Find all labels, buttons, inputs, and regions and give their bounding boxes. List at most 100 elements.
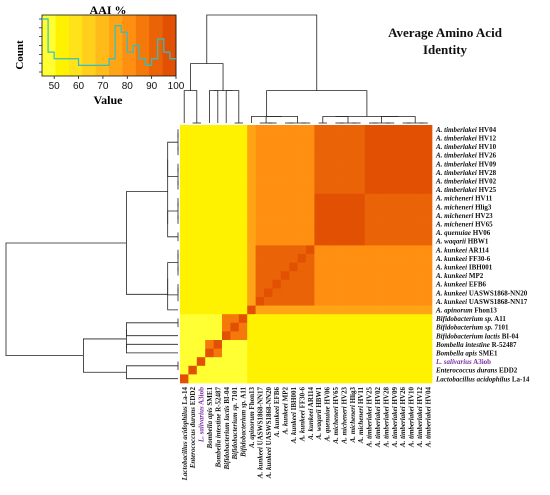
heatmap-cell bbox=[390, 331, 399, 341]
heatmap-cell bbox=[222, 211, 231, 220]
heatmap-cell bbox=[373, 150, 382, 160]
heatmap-cell bbox=[348, 236, 357, 246]
heatmap-cell bbox=[238, 365, 248, 375]
color-key-bin bbox=[68, 15, 83, 76]
heatmap-cell bbox=[356, 365, 366, 375]
heatmap-cell bbox=[230, 185, 240, 195]
heatmap-cell bbox=[339, 374, 349, 384]
heatmap-cell bbox=[247, 297, 256, 306]
heatmap-cell bbox=[331, 254, 340, 263]
row-label-taxon: A. kunkeei bbox=[435, 298, 467, 306]
heatmap-cell bbox=[255, 193, 265, 203]
heatmap-cell bbox=[205, 314, 214, 324]
heatmap-cell bbox=[423, 142, 433, 152]
heatmap-cell bbox=[314, 254, 324, 263]
heatmap-cell bbox=[188, 279, 198, 289]
heatmap-cell bbox=[255, 168, 265, 177]
heatmap-cell bbox=[289, 168, 298, 177]
row-label-strain: HV26 bbox=[477, 152, 497, 160]
row-label: A. kunkeei IBH001 bbox=[435, 264, 493, 272]
heatmap-cell bbox=[180, 305, 189, 315]
heatmap-cell bbox=[398, 305, 408, 315]
heatmap-cell bbox=[205, 245, 214, 255]
heatmap-cell bbox=[247, 150, 256, 160]
row-label-taxon: A. quenuiae bbox=[435, 229, 471, 237]
heatmap-cell bbox=[364, 150, 374, 160]
heatmap-cell bbox=[264, 374, 273, 384]
column-label-strain: HV28 bbox=[382, 387, 390, 407]
heatmap-cell bbox=[348, 193, 357, 203]
heatmap-cell bbox=[331, 305, 340, 315]
heatmap-cell bbox=[180, 219, 189, 229]
heatmap-cell bbox=[406, 168, 416, 177]
heatmap-cell bbox=[373, 211, 382, 220]
column-label: A. kunkeei FF30-6 bbox=[298, 387, 306, 443]
heatmap-cell bbox=[406, 271, 416, 281]
heatmap-cell bbox=[381, 211, 391, 220]
heatmap-cell bbox=[306, 331, 315, 341]
heatmap-cell bbox=[289, 125, 298, 134]
row-label-taxon: A. kunkeei bbox=[435, 255, 467, 263]
heatmap-cell bbox=[264, 254, 273, 263]
heatmap-cell bbox=[381, 202, 391, 212]
heatmap-cell bbox=[238, 168, 248, 177]
heatmap-cell bbox=[297, 142, 307, 152]
column-label-taxon: A. timberlakei bbox=[408, 406, 416, 448]
heatmap-cell bbox=[272, 219, 282, 229]
heatmap-cell bbox=[398, 211, 408, 220]
chart-title-line-1: Average Amino Acid bbox=[388, 25, 502, 40]
heatmap-cell bbox=[264, 262, 273, 272]
heatmap-cell bbox=[264, 168, 273, 177]
heatmap-cell bbox=[348, 133, 357, 143]
heatmap-cell bbox=[297, 305, 307, 315]
heatmap-cell bbox=[381, 236, 391, 246]
heatmap-cell bbox=[247, 279, 256, 289]
heatmap-cell bbox=[264, 228, 273, 238]
heatmap-cell bbox=[213, 245, 223, 255]
heatmap-cell bbox=[364, 374, 374, 384]
heatmap-cell bbox=[381, 374, 391, 384]
heatmap-cell bbox=[297, 150, 307, 160]
heatmap-cell bbox=[222, 262, 231, 272]
heatmap-cell bbox=[364, 125, 374, 134]
heatmap-cell bbox=[238, 245, 248, 255]
heatmap-cell bbox=[205, 262, 214, 272]
heatmap-cell bbox=[213, 133, 223, 143]
column-label-taxon: Bifidobacterium lactis bbox=[223, 405, 231, 470]
heatmap-cell bbox=[188, 125, 198, 134]
heatmap-cell bbox=[423, 297, 433, 306]
heatmap-cell bbox=[297, 133, 307, 143]
heatmap-cell bbox=[222, 150, 231, 160]
heatmap-cell bbox=[289, 340, 298, 349]
row-label: A. kunkeei EFB6 bbox=[435, 281, 486, 289]
heatmap-cell bbox=[205, 125, 214, 134]
heatmap-cell bbox=[415, 193, 424, 203]
heatmap-cell bbox=[264, 211, 273, 220]
heatmap-cell bbox=[188, 159, 198, 169]
heatmap-cell bbox=[196, 305, 206, 315]
heatmap-cell bbox=[213, 365, 223, 375]
heatmap-cell bbox=[280, 185, 290, 195]
heatmap-cell bbox=[423, 133, 433, 143]
row-label-strain: HV09 bbox=[477, 160, 497, 168]
heatmap-cell bbox=[264, 193, 273, 203]
heatmap-cell bbox=[213, 185, 223, 195]
heatmap-cell bbox=[339, 219, 349, 229]
row-dendrogram-branch bbox=[126, 365, 178, 380]
heatmap-cell bbox=[339, 185, 349, 195]
heatmap-cell bbox=[213, 314, 223, 324]
heatmap-cell bbox=[373, 219, 382, 229]
heatmap-cell bbox=[230, 219, 240, 229]
heatmap-cell bbox=[230, 125, 240, 134]
row-label-taxon: A. kunkeei bbox=[435, 289, 467, 297]
heatmap-cell bbox=[339, 365, 349, 375]
heatmap-cell bbox=[230, 348, 240, 358]
column-label: A. micheneri HV23 bbox=[340, 387, 348, 445]
heatmap-cell bbox=[230, 245, 240, 255]
heatmap-cell bbox=[264, 271, 273, 281]
heatmap-cell bbox=[339, 271, 349, 281]
heatmap-cell bbox=[356, 374, 366, 384]
heatmap-cell bbox=[423, 159, 433, 169]
heatmap-cell bbox=[348, 150, 357, 160]
heatmap-cell bbox=[364, 297, 374, 306]
